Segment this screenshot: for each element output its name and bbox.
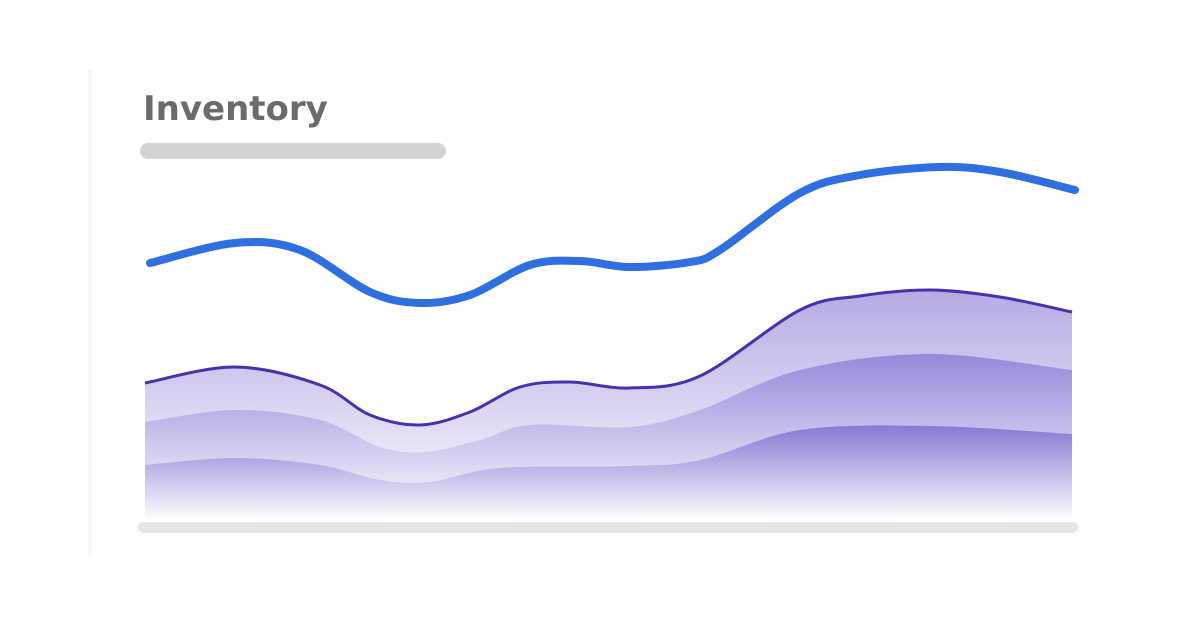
trend-line <box>146 162 1079 308</box>
area-outline <box>144 288 1073 427</box>
subtitle-placeholder <box>140 143 446 159</box>
baseline-bar <box>138 522 1078 533</box>
area-layers <box>144 162 1079 521</box>
area-bottom <box>145 425 1072 521</box>
title: Inventory <box>143 89 328 129</box>
card-edge <box>88 70 92 555</box>
